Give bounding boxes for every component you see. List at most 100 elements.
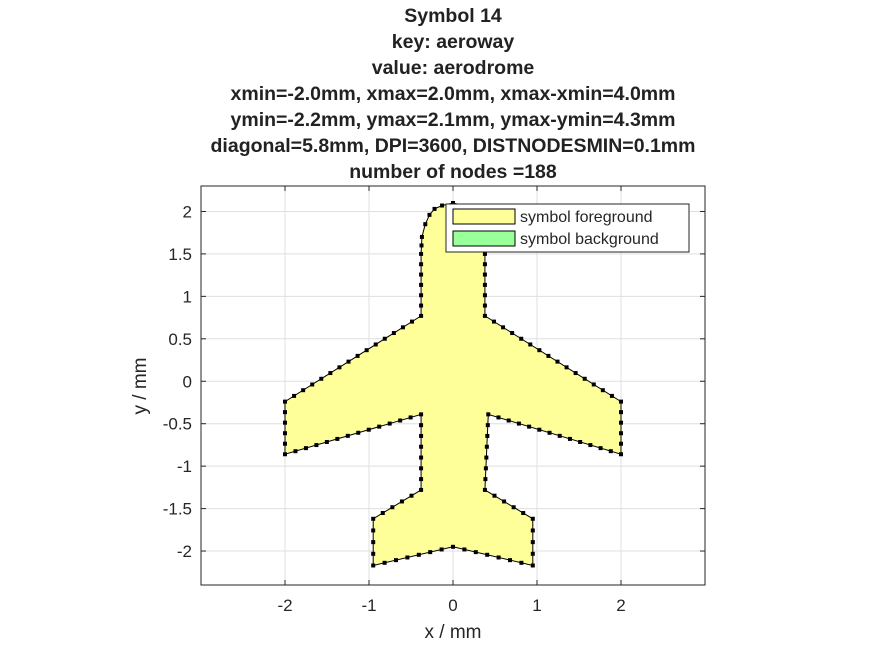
- node-marker: [486, 412, 491, 417]
- y-tick-label: -2: [177, 542, 192, 561]
- node-marker: [511, 505, 516, 510]
- node-marker: [293, 449, 298, 454]
- node-marker: [485, 433, 490, 438]
- node-marker: [398, 418, 403, 423]
- node-marker: [564, 365, 569, 370]
- node-marker: [419, 251, 424, 256]
- node-marker: [451, 200, 455, 205]
- node-marker: [528, 342, 533, 347]
- node-marker: [399, 499, 404, 504]
- node-marker: [496, 555, 501, 560]
- node-marker: [382, 336, 387, 341]
- node-marker: [557, 433, 562, 438]
- node-marker: [419, 234, 424, 239]
- node-marker: [405, 555, 410, 560]
- node-marker: [409, 493, 414, 498]
- node-marker: [419, 423, 424, 428]
- node-marker: [482, 272, 487, 277]
- legend-entry: symbol foreground: [520, 209, 653, 226]
- x-tick-label: -2: [277, 596, 292, 615]
- y-tick-label: 2: [183, 202, 192, 221]
- node-marker: [573, 371, 578, 376]
- node-marker: [537, 348, 542, 353]
- node-marker: [502, 499, 507, 504]
- node-marker: [508, 558, 512, 563]
- node-marker: [491, 319, 496, 324]
- node-marker: [600, 388, 605, 393]
- node-marker: [423, 222, 428, 227]
- node-marker: [482, 282, 487, 287]
- y-axis-label: y / mm: [130, 358, 151, 415]
- node-marker: [335, 436, 340, 441]
- node-marker: [283, 420, 287, 425]
- node-marker: [483, 466, 488, 471]
- node-marker: [537, 427, 542, 432]
- node-marker: [462, 547, 467, 552]
- node-marker: [371, 540, 376, 545]
- node-marker: [588, 443, 593, 448]
- x-axis-label: x / mm: [425, 622, 482, 643]
- node-marker: [546, 353, 551, 358]
- node-marker: [419, 293, 424, 298]
- y-tick-label: 0.5: [168, 330, 192, 349]
- node-marker: [530, 563, 535, 568]
- node-marker: [451, 544, 455, 549]
- node-marker: [582, 376, 587, 381]
- node-marker: [408, 415, 413, 420]
- node-marker: [482, 262, 487, 267]
- node-marker: [530, 528, 535, 533]
- node-marker: [391, 331, 396, 336]
- y-tick-label: 0: [183, 372, 192, 391]
- node-marker: [301, 388, 306, 393]
- node-marker: [482, 293, 487, 298]
- node-marker: [530, 516, 535, 521]
- node-marker: [482, 303, 487, 308]
- chart-title: Symbol 14 key: aeroway value: aerodrome xmi…: [211, 5, 696, 183]
- node-marker: [390, 505, 395, 510]
- legend-swatch: [452, 230, 516, 247]
- node-marker: [485, 423, 490, 428]
- node-marker: [427, 212, 432, 217]
- node-marker: [496, 415, 501, 420]
- node-marker: [371, 551, 376, 556]
- node-marker: [619, 431, 623, 436]
- node-marker: [328, 371, 333, 376]
- node-marker: [419, 243, 424, 248]
- node-marker: [591, 382, 596, 387]
- node-marker: [419, 487, 424, 492]
- title-line: key: aeroway: [392, 31, 515, 53]
- node-marker: [484, 455, 489, 460]
- y-tick-label: 1: [183, 287, 192, 306]
- node-marker: [371, 563, 376, 568]
- node-marker: [373, 342, 378, 347]
- node-marker: [283, 452, 287, 457]
- node-marker: [400, 325, 405, 330]
- node-marker: [530, 540, 535, 545]
- node-marker: [419, 455, 424, 460]
- node-marker: [419, 313, 424, 318]
- node-marker: [439, 547, 444, 552]
- node-marker: [419, 412, 424, 417]
- node-marker: [428, 550, 433, 555]
- title-line: number of nodes =188: [349, 161, 557, 183]
- node-marker: [419, 444, 424, 449]
- node-marker: [366, 427, 371, 432]
- node-marker: [377, 424, 382, 429]
- node-marker: [356, 430, 361, 435]
- node-marker: [530, 551, 535, 556]
- node-marker: [482, 313, 487, 318]
- legend-swatch: [452, 208, 516, 225]
- x-tick-label: 2: [616, 596, 625, 615]
- node-marker: [419, 466, 424, 471]
- node-marker: [440, 203, 445, 208]
- node-marker: [555, 359, 560, 364]
- node-marker: [484, 444, 489, 449]
- node-marker: [319, 376, 324, 381]
- node-marker: [482, 487, 487, 492]
- node-marker: [516, 421, 521, 426]
- y-tick-label: -1: [177, 457, 192, 476]
- node-marker: [419, 433, 424, 438]
- x-tick-label: -1: [361, 596, 376, 615]
- node-marker: [492, 493, 497, 498]
